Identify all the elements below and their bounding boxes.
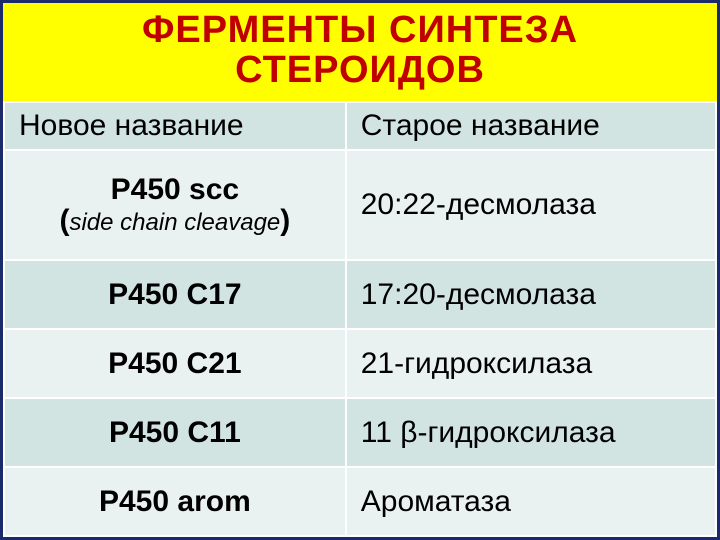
newname-sub-close: ) <box>280 204 290 237</box>
table-row: Р450 scc (side chain cleavage) 20:22-дес… <box>4 150 716 261</box>
cell-newname: Р450 С11 <box>4 398 346 467</box>
newname-sub-open: ( <box>59 204 69 237</box>
cell-oldname: 17:20-десмолаза <box>346 260 716 329</box>
enzyme-table: Новое название Старое название Р450 scc … <box>3 101 717 537</box>
cell-newname: Р450 arom <box>4 467 346 536</box>
newname-sub-italic: side chain cleavage <box>69 209 280 236</box>
newname-main: Р450 scc <box>111 173 239 206</box>
cell-oldname: 11 β-гидроксилаза <box>346 398 716 467</box>
table-row: Р450 arom Ароматаза <box>4 467 716 536</box>
cell-oldname: 20:22-десмолаза <box>346 150 716 261</box>
table-row: Р450 С21 21-гидроксилаза <box>4 329 716 398</box>
col-header-old: Старое название <box>346 102 716 150</box>
cell-oldname: 21-гидроксилаза <box>346 329 716 398</box>
cell-newname: Р450 С17 <box>4 260 346 329</box>
slide-frame: ФЕРМЕНТЫ СИНТЕЗА СТЕРОИДОВ Новое названи… <box>0 0 720 540</box>
title-line-2: СТЕРОИДОВ <box>9 51 711 91</box>
cell-newname: Р450 С21 <box>4 329 346 398</box>
table-row: Р450 С11 11 β-гидроксилаза <box>4 398 716 467</box>
cell-newname: Р450 scc (side chain cleavage) <box>4 150 346 261</box>
title-line-1: ФЕРМЕНТЫ СИНТЕЗА <box>9 11 711 51</box>
col-header-new: Новое название <box>4 102 346 150</box>
table-row: Р450 С17 17:20-десмолаза <box>4 260 716 329</box>
slide-title: ФЕРМЕНТЫ СИНТЕЗА СТЕРОИДОВ <box>3 3 717 101</box>
table-header-row: Новое название Старое название <box>4 102 716 150</box>
cell-oldname: Ароматаза <box>346 467 716 536</box>
